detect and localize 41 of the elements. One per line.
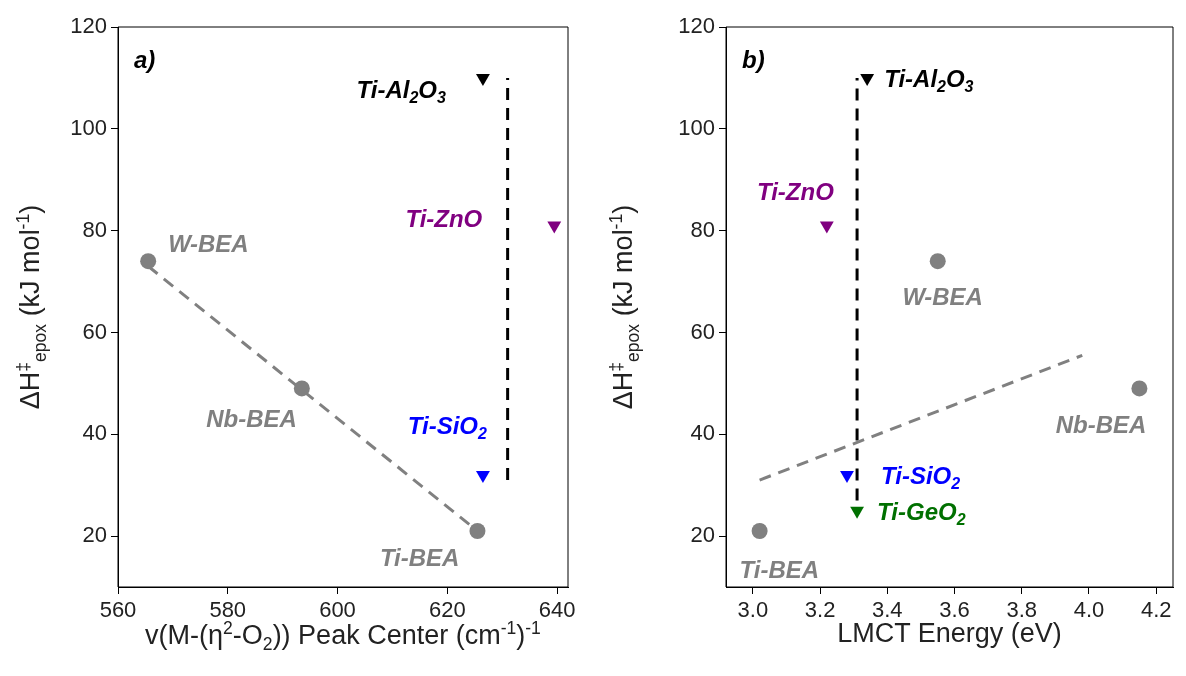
y-tick-label: 20 (82, 522, 107, 548)
y-tick-label: 80 (690, 216, 715, 242)
annotation: b) (742, 45, 765, 73)
y-tick-label: 40 (82, 420, 107, 446)
x-tick-label: 4.2 (1140, 597, 1172, 623)
y-tick-label: 20 (690, 522, 715, 548)
point (860, 73, 875, 86)
point (547, 221, 562, 234)
series-label: Ti-BEA (379, 543, 460, 571)
point (1131, 380, 1148, 397)
y-tick-label: 120 (678, 13, 715, 39)
point (476, 73, 490, 86)
annotation: a) (134, 45, 156, 73)
point (819, 221, 834, 234)
series-label: Nb-BEA (206, 405, 297, 433)
x-tick-label: 3.2 (804, 597, 836, 623)
y-tick-label: 100 (70, 114, 107, 140)
point (469, 523, 486, 539)
y-tick-label: 60 (82, 318, 107, 344)
series-label: Ti-BEA (739, 555, 820, 583)
y-tick-label: 40 (690, 420, 715, 446)
point (850, 506, 864, 519)
series-label: Ti-ZnO (756, 178, 835, 206)
x-tick-label: 3.0 (737, 597, 769, 623)
point (293, 380, 310, 397)
y-tick-label: 120 (70, 13, 107, 39)
x-tick-label: 640 (538, 597, 576, 623)
series-label: Nb-BEA (1055, 411, 1147, 439)
point (476, 471, 490, 483)
point (840, 471, 854, 483)
y-tick-label: 80 (82, 216, 107, 242)
series-label: W-BEA (168, 229, 249, 257)
point (929, 253, 946, 270)
series-label: W-BEA (902, 282, 983, 310)
text: Ti-ZnO (405, 205, 483, 233)
x-tick-label: 560 (99, 597, 137, 623)
point (751, 523, 768, 539)
point (140, 253, 157, 270)
y-tick-label: 60 (690, 318, 715, 344)
y-tick-label: 100 (678, 114, 715, 140)
x-tick-label: 4.0 (1073, 597, 1105, 623)
